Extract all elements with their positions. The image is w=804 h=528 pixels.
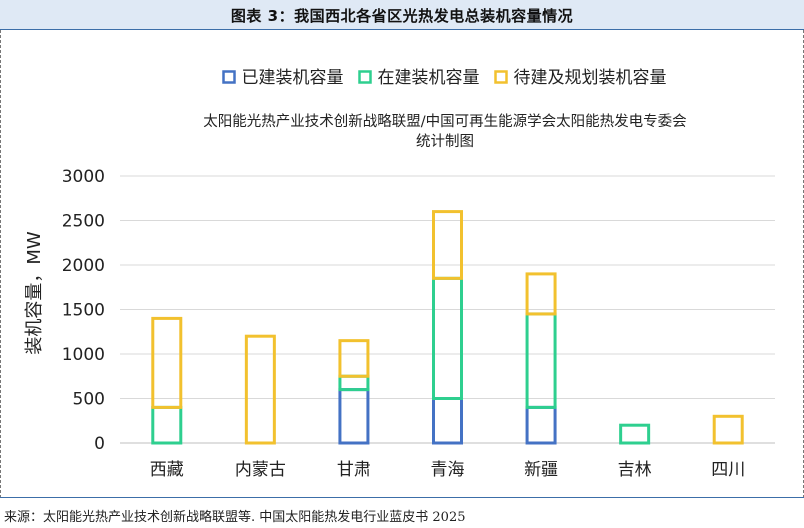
chart-legend: 已建装机容量 在建装机容量 待建及规划装机容量: [222, 68, 667, 88]
x-tick-label: 甘肃: [337, 460, 371, 480]
x-tick-label: 四川: [711, 460, 745, 480]
bar-segment: [432, 397, 463, 445]
bar-segment: [432, 276, 463, 401]
y-tick-label: 1000: [62, 345, 105, 365]
y-tick-label: 2000: [62, 256, 105, 276]
bar-segment: [244, 334, 276, 445]
bar-segment: [432, 210, 463, 280]
bar-segment: [151, 316, 183, 409]
y-tick-label: 1500: [62, 301, 105, 321]
legend-swatch: [494, 70, 508, 84]
bar-segment: [338, 374, 370, 392]
x-tick-label: 新疆: [524, 460, 558, 480]
y-tick-label: 2500: [62, 212, 105, 232]
chart-annotation-line-1: 太阳能光热产业技术创新战略联盟/中国可再生能源学会太阳能热发电专委会: [203, 113, 686, 130]
y-tick-label: 500: [73, 390, 105, 410]
y-tick-label: 3000: [62, 167, 105, 187]
bar-segment: [619, 423, 651, 445]
legend-label: 已建装机容量: [242, 68, 344, 88]
bar-segment: [712, 414, 744, 445]
x-tick-label: 吉林: [618, 460, 652, 480]
bar-segment: [338, 388, 370, 445]
bar-segment: [338, 339, 370, 378]
legend-swatch: [222, 70, 236, 84]
chart-annotation-line-2: 统计制图: [416, 133, 474, 150]
source-note: 来源：太阳能光热产业技术创新战略联盟等. 中国太阳能热发电行业蓝皮书 2025: [4, 510, 466, 525]
x-axis-ticks: 西藏 内蒙古 甘肃 青海 新疆 吉林 四川: [150, 460, 745, 480]
y-tick-label: 0: [94, 434, 105, 454]
bar-segment: [525, 405, 557, 445]
legend-swatch: [358, 70, 372, 84]
stacked-bar-chart: 已建装机容量 在建装机容量 待建及规划装机容量 太阳能光热产业技术创新战略联盟/中国…: [24, 68, 775, 480]
y-axis-label: 装机容量，MW: [24, 231, 45, 355]
header-bar: [0, 0, 804, 30]
x-tick-label: 青海: [431, 460, 465, 480]
legend-label: 待建及规划装机容量: [514, 68, 667, 88]
y-axis-ticks: 0 500 1000 1500 2000 2500 3000: [62, 167, 105, 454]
bar-segment: [151, 405, 183, 445]
bar-segment: [525, 272, 557, 316]
legend-label: 在建装机容量: [378, 68, 480, 88]
x-tick-label: 西藏: [150, 460, 184, 480]
footer-divider: [0, 497, 804, 498]
x-tick-label: 内蒙古: [235, 460, 286, 480]
page-title: 图表 3：我国西北各省区光热发电总装机容量情况: [230, 7, 574, 25]
chart-gridlines: [120, 175, 775, 444]
chart-bars: [151, 210, 744, 445]
frame-border-left: [0, 30, 1, 498]
bar-segment: [525, 312, 557, 409]
